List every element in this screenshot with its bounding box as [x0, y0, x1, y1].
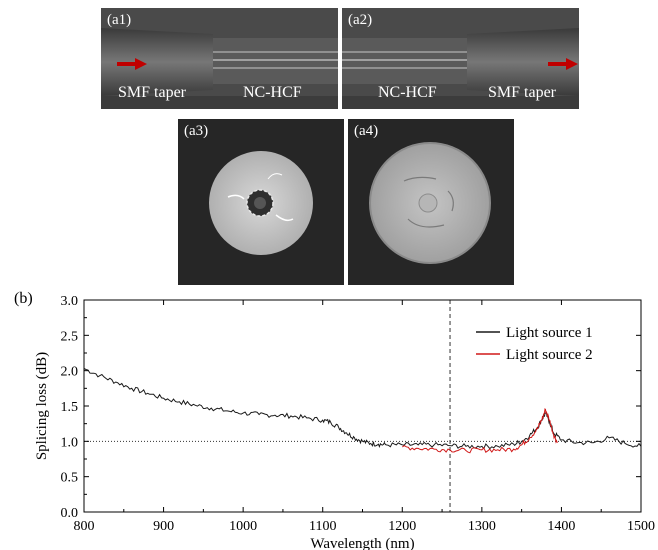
x-tick-label: 900: [153, 519, 174, 534]
segment-label-left: SMF taper: [118, 84, 186, 101]
x-tick-label: 1000: [229, 519, 257, 534]
plot-frame: [83, 299, 642, 513]
photo-a4: (a4): [348, 119, 514, 285]
photo-a1: (a1) SMF taper NC-HCF: [101, 8, 338, 109]
series-lines: [83, 368, 642, 454]
segment-label-right: NC-HCF: [243, 84, 302, 101]
axis-ticks: 800 900 1000 1100 1200 1300 1400 1500 0.0 0.5 1.0 1…: [61, 294, 656, 534]
y-axis-label: Splicing loss (dB): [34, 352, 50, 460]
panel-label: (a1): [107, 12, 132, 28]
y-tick-label: 3.0: [61, 294, 79, 309]
series-line-2: [402, 407, 558, 454]
panel-label: (a4): [354, 123, 379, 139]
x-axis-label: Wavelength (nm): [310, 536, 414, 550]
y-tick-label: 0.0: [61, 506, 79, 521]
y-tick-label: 0.5: [61, 471, 79, 486]
fiber-cross-section-a4: [348, 119, 514, 285]
y-tick-label: 2.5: [61, 329, 79, 344]
segment-label-left: NC-HCF: [378, 84, 437, 101]
x-tick-label: 1100: [309, 519, 336, 534]
photo-a2: (a2) NC-HCF SMF taper: [342, 8, 579, 109]
legend-label-2: Light source 2: [506, 347, 593, 363]
x-tick-label: 1500: [627, 519, 655, 534]
legend: Light source 1 Light source 2: [476, 325, 593, 363]
splicing-loss-chart: 800 900 1000 1100 1200 1300 1400 1500 0.0 0.5 1.0 1…: [34, 294, 656, 550]
panel-label: (a3): [184, 123, 209, 139]
x-tick-label: 800: [74, 519, 95, 534]
fiber-cross-section-a3: [178, 119, 344, 285]
y-tick-label: 1.0: [61, 435, 79, 450]
x-tick-label: 1300: [468, 519, 496, 534]
fiber-splice-image-a2: [342, 8, 579, 109]
panel-label: (a2): [348, 12, 373, 28]
series-line-1: [83, 368, 642, 450]
photo-a3: (a3): [178, 119, 344, 285]
reference-lines: [84, 300, 641, 512]
x-tick-label: 1200: [388, 519, 416, 534]
arrow-right-icon: [548, 58, 578, 70]
arrow-right-icon: [117, 58, 147, 70]
x-tick-label: 1400: [547, 519, 575, 534]
legend-label-1: Light source 1: [506, 325, 593, 341]
y-tick-label: 2.0: [61, 365, 79, 380]
segment-label-right: SMF taper: [488, 84, 556, 101]
fiber-splice-image-a1: [101, 8, 338, 109]
y-tick-label: 1.5: [61, 400, 79, 415]
chart-panel-label: (b): [14, 290, 33, 307]
